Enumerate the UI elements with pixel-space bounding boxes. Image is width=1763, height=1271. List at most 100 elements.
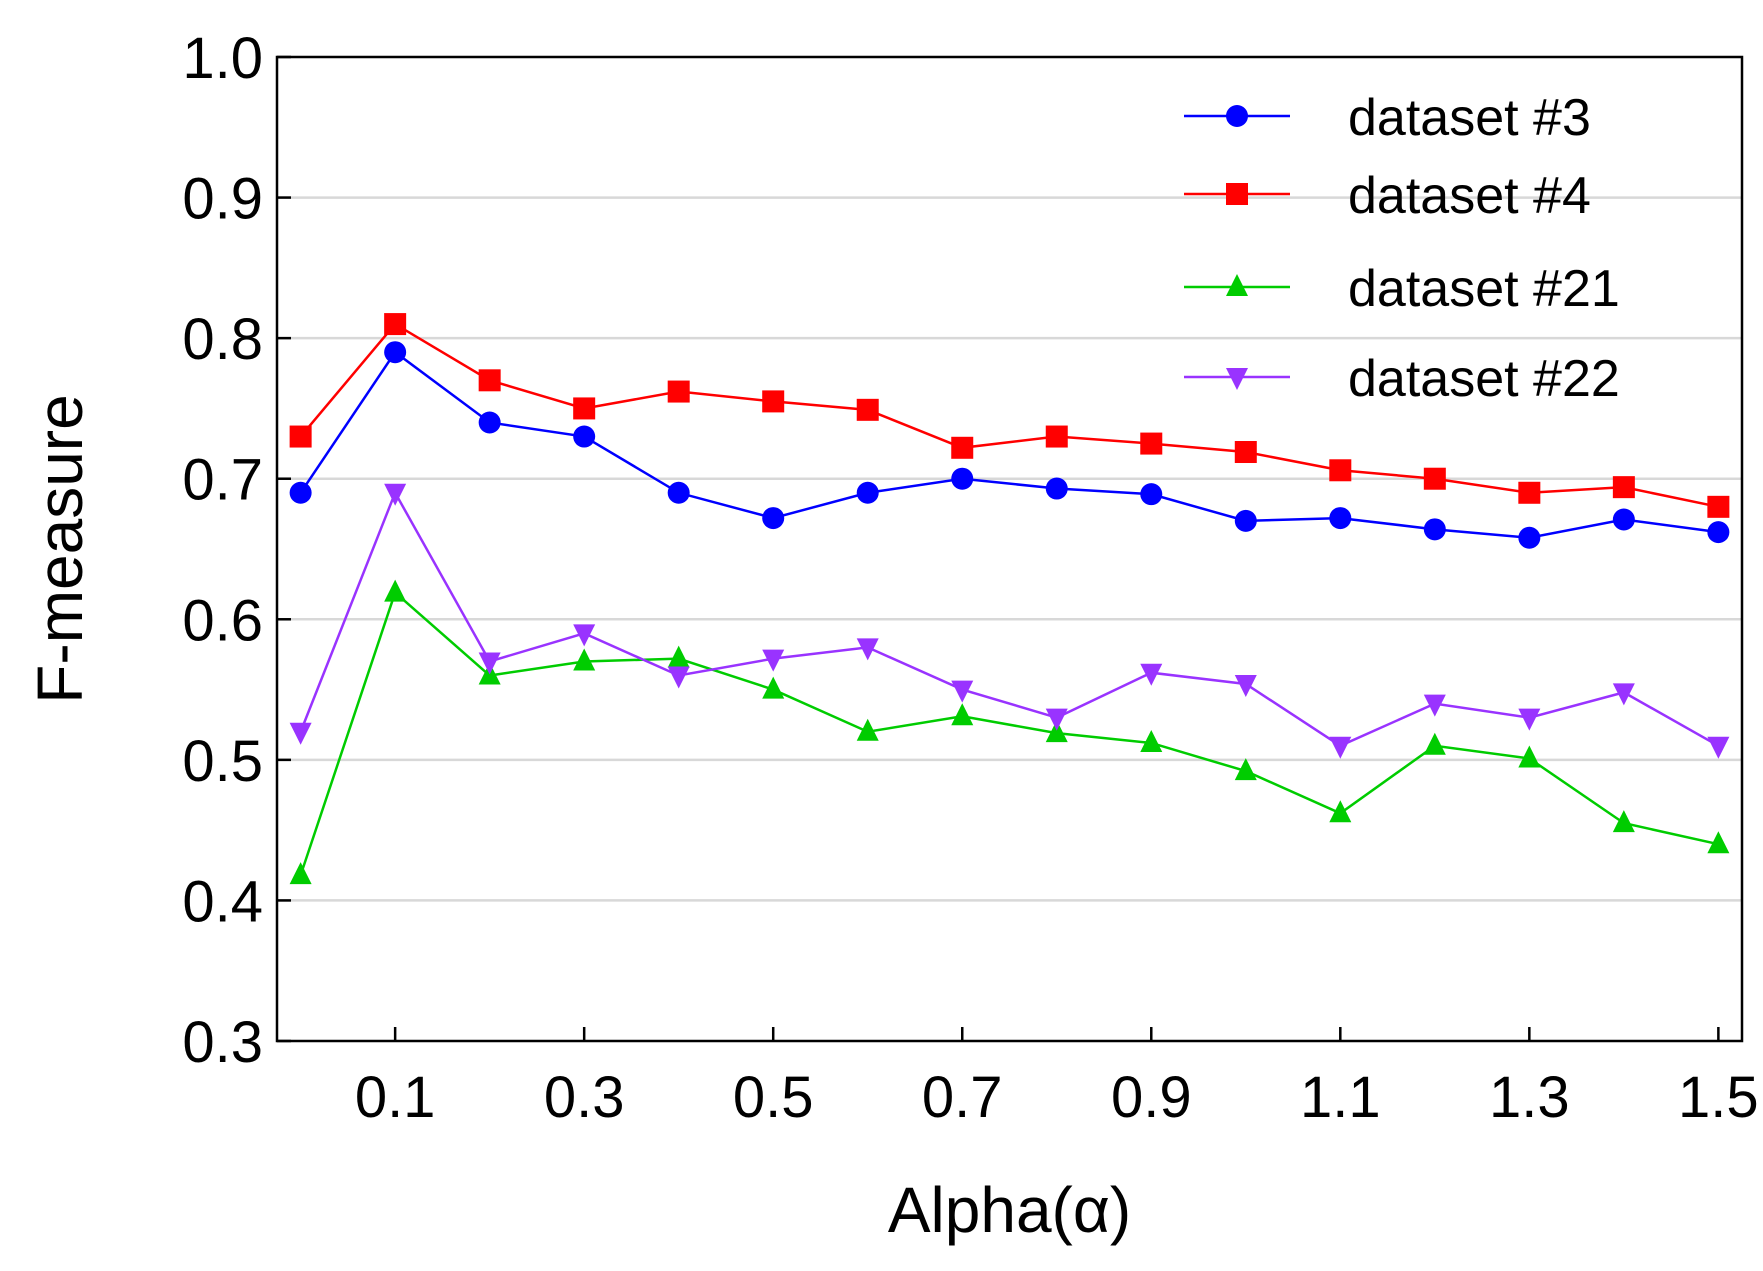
data-point [384, 483, 407, 506]
data-point [1518, 708, 1541, 731]
legend-label: dataset #4 [1348, 167, 1591, 225]
x-tick-label: 0.7 [922, 1065, 1003, 1130]
y-tick-label: 0.3 [182, 1010, 263, 1075]
legend-entry: dataset #21 [1184, 260, 1620, 318]
data-point [384, 579, 407, 602]
axis-ticks: 0.3 0.4 0.5 0.6 0.7 0.8 0.9 1.0 0.1 0.3 0.5 0.7 0.9 1… [182, 26, 1758, 1130]
series-line [299, 489, 1719, 748]
y-tick-label: 0.9 [182, 167, 263, 232]
data-point [1226, 368, 1248, 390]
data-point [1140, 663, 1163, 686]
data-point [762, 676, 785, 699]
data-point [1518, 745, 1541, 768]
data-point [1045, 720, 1068, 743]
x-axis-title: Alpha(α) [888, 1174, 1131, 1246]
series-line [299, 590, 1719, 876]
data-point [573, 397, 596, 420]
series-dataset-21 [289, 579, 1730, 885]
legend: dataset #3 dataset #4 dataset #21 dataset #… [1184, 89, 1620, 408]
data-point [667, 481, 690, 504]
data-point [1612, 508, 1635, 531]
data-point [1329, 459, 1352, 482]
x-tick-label: 1.1 [1300, 1065, 1381, 1130]
data-point [289, 862, 312, 885]
data-point [1423, 467, 1446, 490]
data-point [478, 411, 501, 434]
data-point [573, 425, 596, 448]
data-point [1226, 105, 1248, 127]
series-dataset-4 [289, 313, 1730, 518]
y-tick-label: 0.8 [182, 307, 263, 372]
data-point [1045, 477, 1068, 500]
series-layer [289, 313, 1730, 885]
data-point [1707, 831, 1730, 854]
data-point [1226, 274, 1248, 296]
data-point [478, 652, 501, 675]
data-point [1518, 481, 1541, 504]
legend-entry: dataset #4 [1184, 167, 1591, 225]
data-point [1045, 425, 1068, 448]
data-point [667, 645, 690, 668]
legend-label: dataset #3 [1348, 89, 1591, 147]
data-point [951, 680, 974, 703]
legend-label: dataset #22 [1348, 350, 1620, 408]
data-point [1226, 183, 1248, 205]
y-tick-label: 0.5 [182, 729, 263, 794]
data-point [856, 481, 879, 504]
data-point [1140, 729, 1163, 752]
data-point [762, 390, 785, 413]
y-tick-label: 0.7 [182, 448, 263, 513]
series-line [299, 350, 1719, 540]
y-axis-title: F-measure [24, 394, 96, 703]
data-point [573, 624, 596, 647]
data-point [1518, 526, 1541, 549]
legend-label: dataset #21 [1348, 260, 1620, 318]
y-tick-label: 1.0 [182, 26, 263, 91]
data-point [1707, 736, 1730, 759]
x-tick-label: 0.9 [1111, 1065, 1192, 1130]
series-dataset-22 [289, 483, 1730, 759]
grid-lines [277, 196, 1742, 902]
data-point [1612, 476, 1635, 499]
series-line [299, 322, 1719, 509]
x-tick-label: 0.1 [355, 1065, 436, 1130]
data-point [1329, 800, 1352, 823]
data-point [856, 718, 879, 741]
data-point [1234, 674, 1257, 697]
data-point [951, 436, 974, 459]
x-tick-label: 0.3 [544, 1065, 625, 1130]
data-point [951, 467, 974, 490]
data-point [1423, 518, 1446, 541]
data-point [856, 638, 879, 661]
data-point [1423, 732, 1446, 755]
data-point [1045, 708, 1068, 731]
x-tick-label: 1.3 [1489, 1065, 1570, 1130]
data-point [667, 380, 690, 403]
data-point [856, 398, 879, 421]
data-point [384, 341, 407, 364]
data-point [1423, 694, 1446, 717]
data-point [1329, 736, 1352, 759]
data-point [289, 481, 312, 504]
data-point [951, 703, 974, 726]
y-tick-label: 0.6 [182, 588, 263, 653]
data-point [1140, 483, 1163, 506]
data-point [1329, 507, 1352, 530]
data-point [1707, 495, 1730, 518]
data-point [762, 507, 785, 530]
data-point [1707, 521, 1730, 544]
legend-entry: dataset #3 [1184, 89, 1591, 147]
data-point [289, 722, 312, 745]
y-tick-label: 0.4 [182, 869, 263, 934]
x-tick-label: 1.5 [1678, 1065, 1759, 1130]
data-point [1140, 432, 1163, 455]
plot-frame [275, 55, 1744, 1043]
data-point [384, 313, 407, 336]
series-dataset-3 [289, 341, 1730, 549]
data-point [1612, 810, 1635, 833]
data-point [1234, 509, 1257, 532]
data-point [1234, 758, 1257, 781]
data-point [289, 425, 312, 448]
legend-entry: dataset #22 [1184, 350, 1620, 408]
